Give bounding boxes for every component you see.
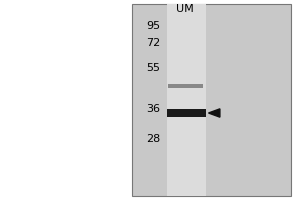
Text: 36: 36 — [146, 104, 161, 114]
Bar — [168, 84, 203, 88]
Polygon shape — [208, 109, 220, 117]
Bar — [132, 4, 291, 196]
Text: 72: 72 — [146, 38, 161, 48]
Text: 28: 28 — [146, 134, 161, 144]
Text: 55: 55 — [146, 63, 161, 73]
Bar — [167, 4, 206, 196]
Bar — [167, 109, 206, 117]
Text: 95: 95 — [146, 21, 161, 31]
Text: UM: UM — [176, 4, 194, 14]
